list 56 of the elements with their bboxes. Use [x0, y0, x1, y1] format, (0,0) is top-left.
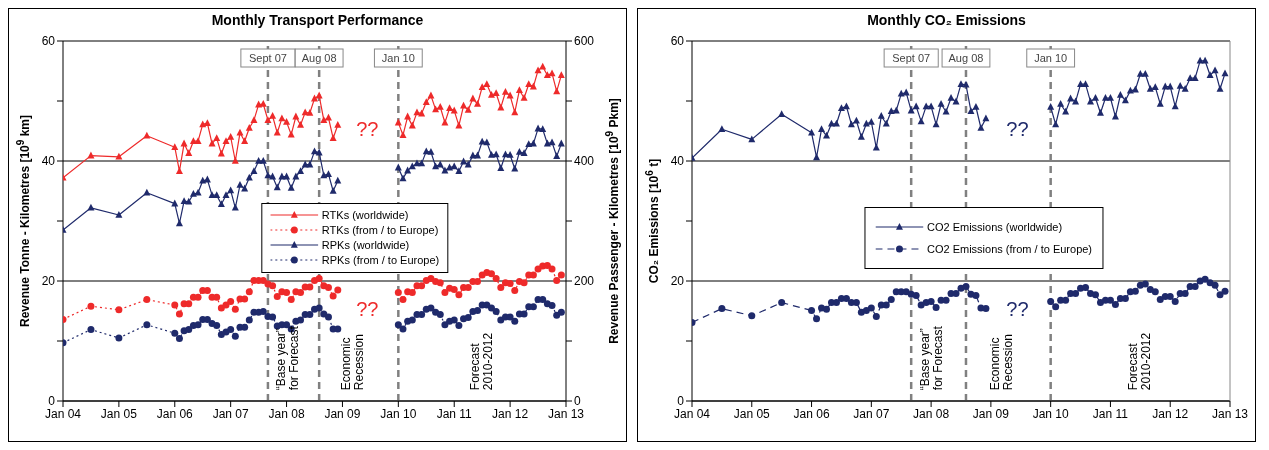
x-tick-label: Jan 09	[324, 406, 361, 421]
y-tick-label: 0	[677, 394, 685, 409]
x-tick-label: Jan 06	[156, 406, 194, 421]
ref-line-label: Sept 07	[248, 52, 287, 64]
annotation: ??	[356, 298, 379, 321]
annotation: Economic Recession	[339, 334, 367, 391]
x-tick-label: Jan 10	[1032, 406, 1070, 421]
x-tick-label: Jan 10	[380, 406, 417, 421]
x-tick-label: Jan 12	[492, 406, 529, 421]
x-tick-label: Jan 05	[733, 406, 771, 421]
legend-label: RTKs (worldwide)	[321, 209, 409, 222]
chart-title: Monthly CO₂ Emissions	[866, 11, 1027, 30]
x-tick-label: Jan 04	[44, 406, 82, 421]
y2-tick-label: 600	[574, 34, 595, 49]
ref-line-label: Jan 10	[381, 52, 415, 64]
x-tick-label: Jan 09	[972, 406, 1010, 421]
ref-line-label: Aug 08	[301, 52, 337, 64]
y2-tick-label: 400	[574, 154, 595, 169]
y-tick-label: 20	[41, 274, 56, 289]
legend-label: RTKs (from / to Europe)	[321, 224, 439, 237]
chart-title: Monthly Transport Performance	[210, 11, 425, 30]
x-tick-label: Jan 06	[793, 406, 830, 421]
annotation: “Base year” for Forecast	[918, 325, 946, 391]
legend-label: CO2 Emissions (from / to Europe)	[926, 242, 1093, 255]
x-tick-label: Jan 08	[268, 406, 305, 421]
y-tick-label: 20	[670, 274, 685, 289]
ref-line-label: Aug 08	[948, 52, 984, 64]
y-tick-label: 0	[48, 394, 56, 409]
x-tick-label: Jan 12	[1152, 406, 1189, 421]
x-tick-label: Jan 08	[913, 406, 950, 421]
annotation: ??	[1006, 118, 1029, 141]
legend-label: RPKs (worldwide)	[321, 239, 410, 252]
y2-tick-label: 0	[574, 394, 581, 409]
annotation: Forecast 2010-2012	[468, 332, 496, 391]
y-tick-label: 40	[41, 154, 56, 169]
y-tick-label: 60	[670, 34, 685, 49]
x-tick-label: Jan 13	[547, 406, 585, 421]
x-tick-label: Jan 05	[100, 406, 138, 421]
x-tick-label: Jan 11	[1092, 406, 1129, 421]
ref-line-label: Sept 07	[892, 52, 931, 64]
annotation: “Base year” for Forecast	[274, 325, 302, 391]
y-tick-label: 60	[41, 34, 56, 49]
x-tick-label: Jan 04	[673, 406, 711, 421]
x-tick-label: Jan 07	[853, 406, 890, 421]
x-tick-label: Jan 13	[1211, 406, 1249, 421]
legend-label: RPKs (from / to Europe)	[321, 254, 440, 267]
annotation: ??	[1006, 298, 1029, 321]
x-tick-label: Jan 11	[436, 406, 473, 421]
annotation: Forecast 2010-2012	[1126, 332, 1154, 391]
annotation: ??	[356, 118, 379, 141]
legend-label: CO2 Emissions (worldwide)	[926, 220, 1063, 233]
y2-tick-label: 200	[574, 274, 595, 289]
x-tick-label: Jan 07	[212, 406, 250, 421]
y-tick-label: 40	[670, 154, 685, 169]
annotation: Economic Recession	[987, 334, 1015, 391]
ref-line-label: Jan 10	[1034, 52, 1068, 64]
